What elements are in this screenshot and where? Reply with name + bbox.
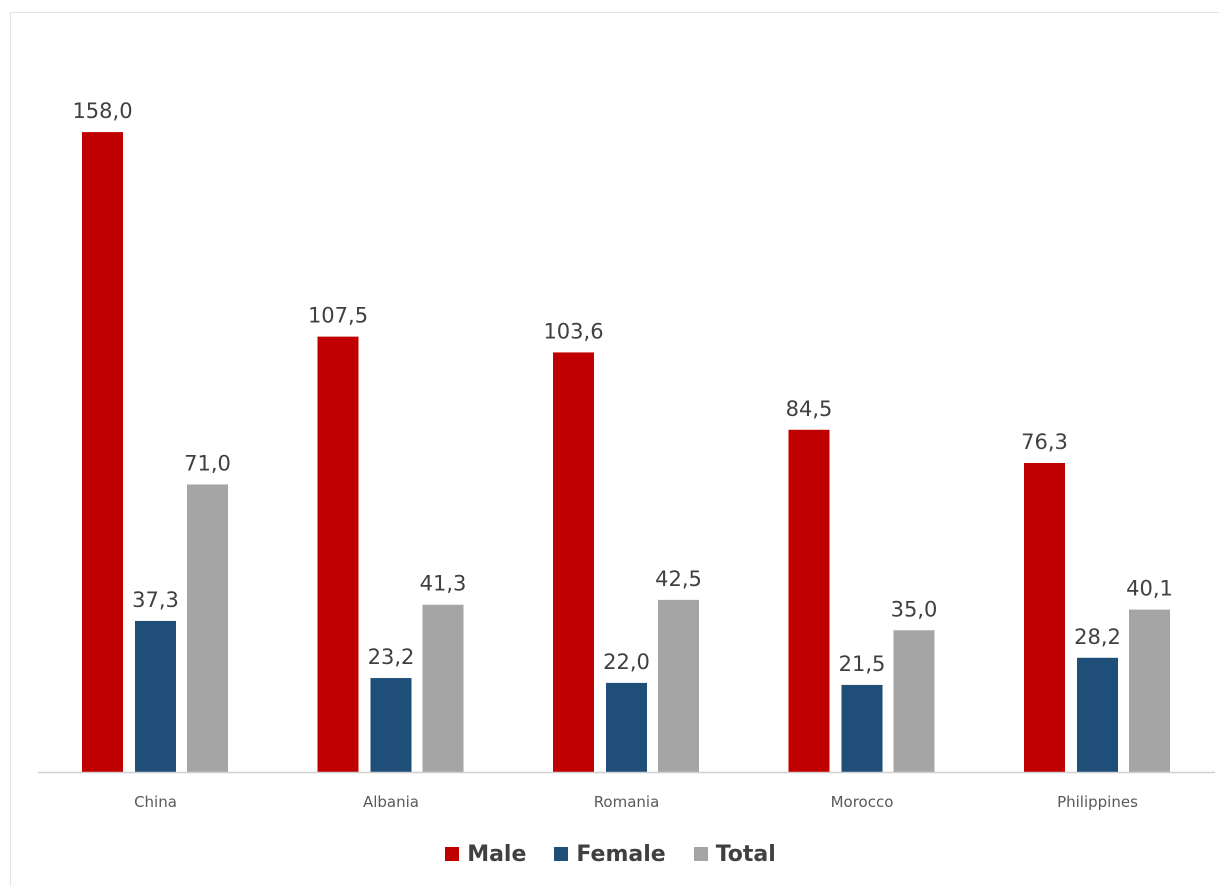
- data-label-female-albania: 23,2: [368, 645, 415, 669]
- legend: Male Female Total: [0, 838, 1221, 870]
- data-label-male-philippines: 76,3: [1021, 430, 1068, 454]
- bar-male-philippines: [1024, 462, 1065, 772]
- data-label-female-romania: 22,0: [603, 650, 650, 674]
- legend-swatch-male: [445, 847, 460, 861]
- data-label-total-romania: 42,5: [655, 567, 702, 591]
- bar-female-china: [135, 620, 176, 772]
- data-label-male-albania: 107,5: [308, 304, 368, 328]
- data-label-male-china: 158,0: [72, 99, 132, 123]
- legend-label-male: Male: [467, 841, 527, 867]
- data-label-total-albania: 41,3: [420, 572, 467, 596]
- legend-item-female: Female: [554, 841, 666, 867]
- data-label-female-philippines: 28,2: [1074, 625, 1121, 649]
- bar-total-albania: [422, 604, 464, 772]
- bar-female-albania: [370, 678, 412, 772]
- bar-total-china: [187, 484, 228, 772]
- bar-male-albania: [317, 336, 359, 772]
- x-tick-label-morocco: Morocco: [831, 793, 894, 811]
- bar-total-romania: [658, 599, 699, 772]
- legend-item-total: Total: [693, 841, 776, 867]
- bar-female-morocco: [841, 684, 883, 772]
- legend-item-male: Male: [445, 842, 526, 867]
- data-label-total-morocco: 35,0: [891, 597, 938, 621]
- legend-label-female: Female: [576, 841, 666, 867]
- legend-swatch-total: [693, 847, 708, 861]
- bar-female-philippines: [1077, 657, 1118, 772]
- data-label-male-romania: 103,6: [543, 319, 603, 343]
- bar-male-romania: [553, 352, 594, 772]
- bar-total-philippines: [1129, 609, 1170, 772]
- data-label-total-philippines: 40,1: [1126, 577, 1173, 601]
- data-label-female-morocco: 21,5: [839, 652, 886, 676]
- legend-swatch-female: [554, 847, 569, 861]
- data-label-total-china: 71,0: [184, 451, 231, 475]
- data-label-female-china: 37,3: [132, 588, 179, 612]
- bar-female-romania: [606, 682, 647, 772]
- data-label-male-morocco: 84,5: [786, 397, 833, 421]
- legend-label-total: Total: [715, 841, 776, 867]
- bar-male-china: [82, 132, 123, 773]
- x-tick-label-romania: Romania: [594, 793, 660, 811]
- x-tick-label-china: China: [134, 793, 177, 811]
- bar-male-morocco: [788, 429, 830, 772]
- x-tick-label-philippines: Philippines: [1057, 793, 1138, 811]
- bar-total-morocco: [893, 630, 935, 772]
- x-tick-label-albania: Albania: [363, 793, 419, 811]
